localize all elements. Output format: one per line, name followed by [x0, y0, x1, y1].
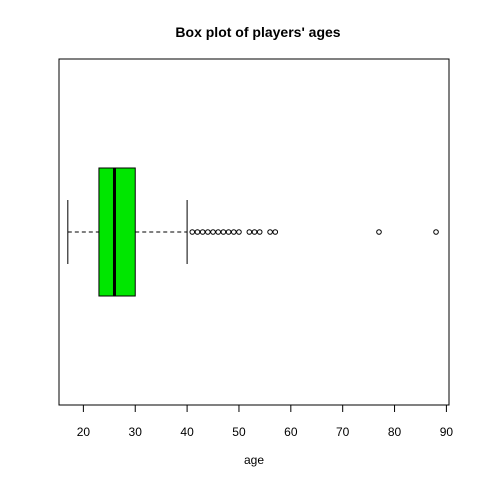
outlier-point: [215, 229, 222, 235]
outlier-point: [246, 229, 253, 235]
outlier-point: [205, 229, 211, 235]
iqr-box: [98, 167, 136, 297]
x-tick-label: 80: [388, 425, 402, 439]
outlier-point: [225, 229, 232, 235]
x-tick-label: 30: [129, 425, 143, 439]
outlier-point: [199, 229, 206, 235]
x-axis-label: age: [244, 453, 264, 467]
outlier-point: [236, 229, 242, 235]
outlier-point: [230, 229, 237, 235]
plot-marks: [67, 167, 439, 297]
x-tick-label: 50: [232, 425, 246, 439]
outlier-point: [189, 229, 196, 235]
outlier-point: [251, 229, 258, 235]
chart-title: Box plot of players' ages: [175, 24, 340, 40]
outlier-point: [267, 229, 273, 235]
outlier-point: [433, 229, 439, 235]
outlier-point: [210, 229, 216, 235]
outlier-point: [256, 229, 263, 235]
x-tick-label: 60: [284, 425, 298, 439]
x-tick-label: 70: [336, 425, 350, 439]
outlier-point: [220, 229, 227, 235]
outlier-point: [272, 229, 279, 235]
x-tick-label: 90: [440, 425, 454, 439]
x-tick-label: 20: [77, 425, 91, 439]
x-tick-label: 40: [180, 425, 194, 439]
outlier-point: [194, 229, 201, 235]
x-axis: 20 30 40 50 60 70 80 90: [77, 404, 454, 439]
outlier-point: [376, 229, 382, 235]
